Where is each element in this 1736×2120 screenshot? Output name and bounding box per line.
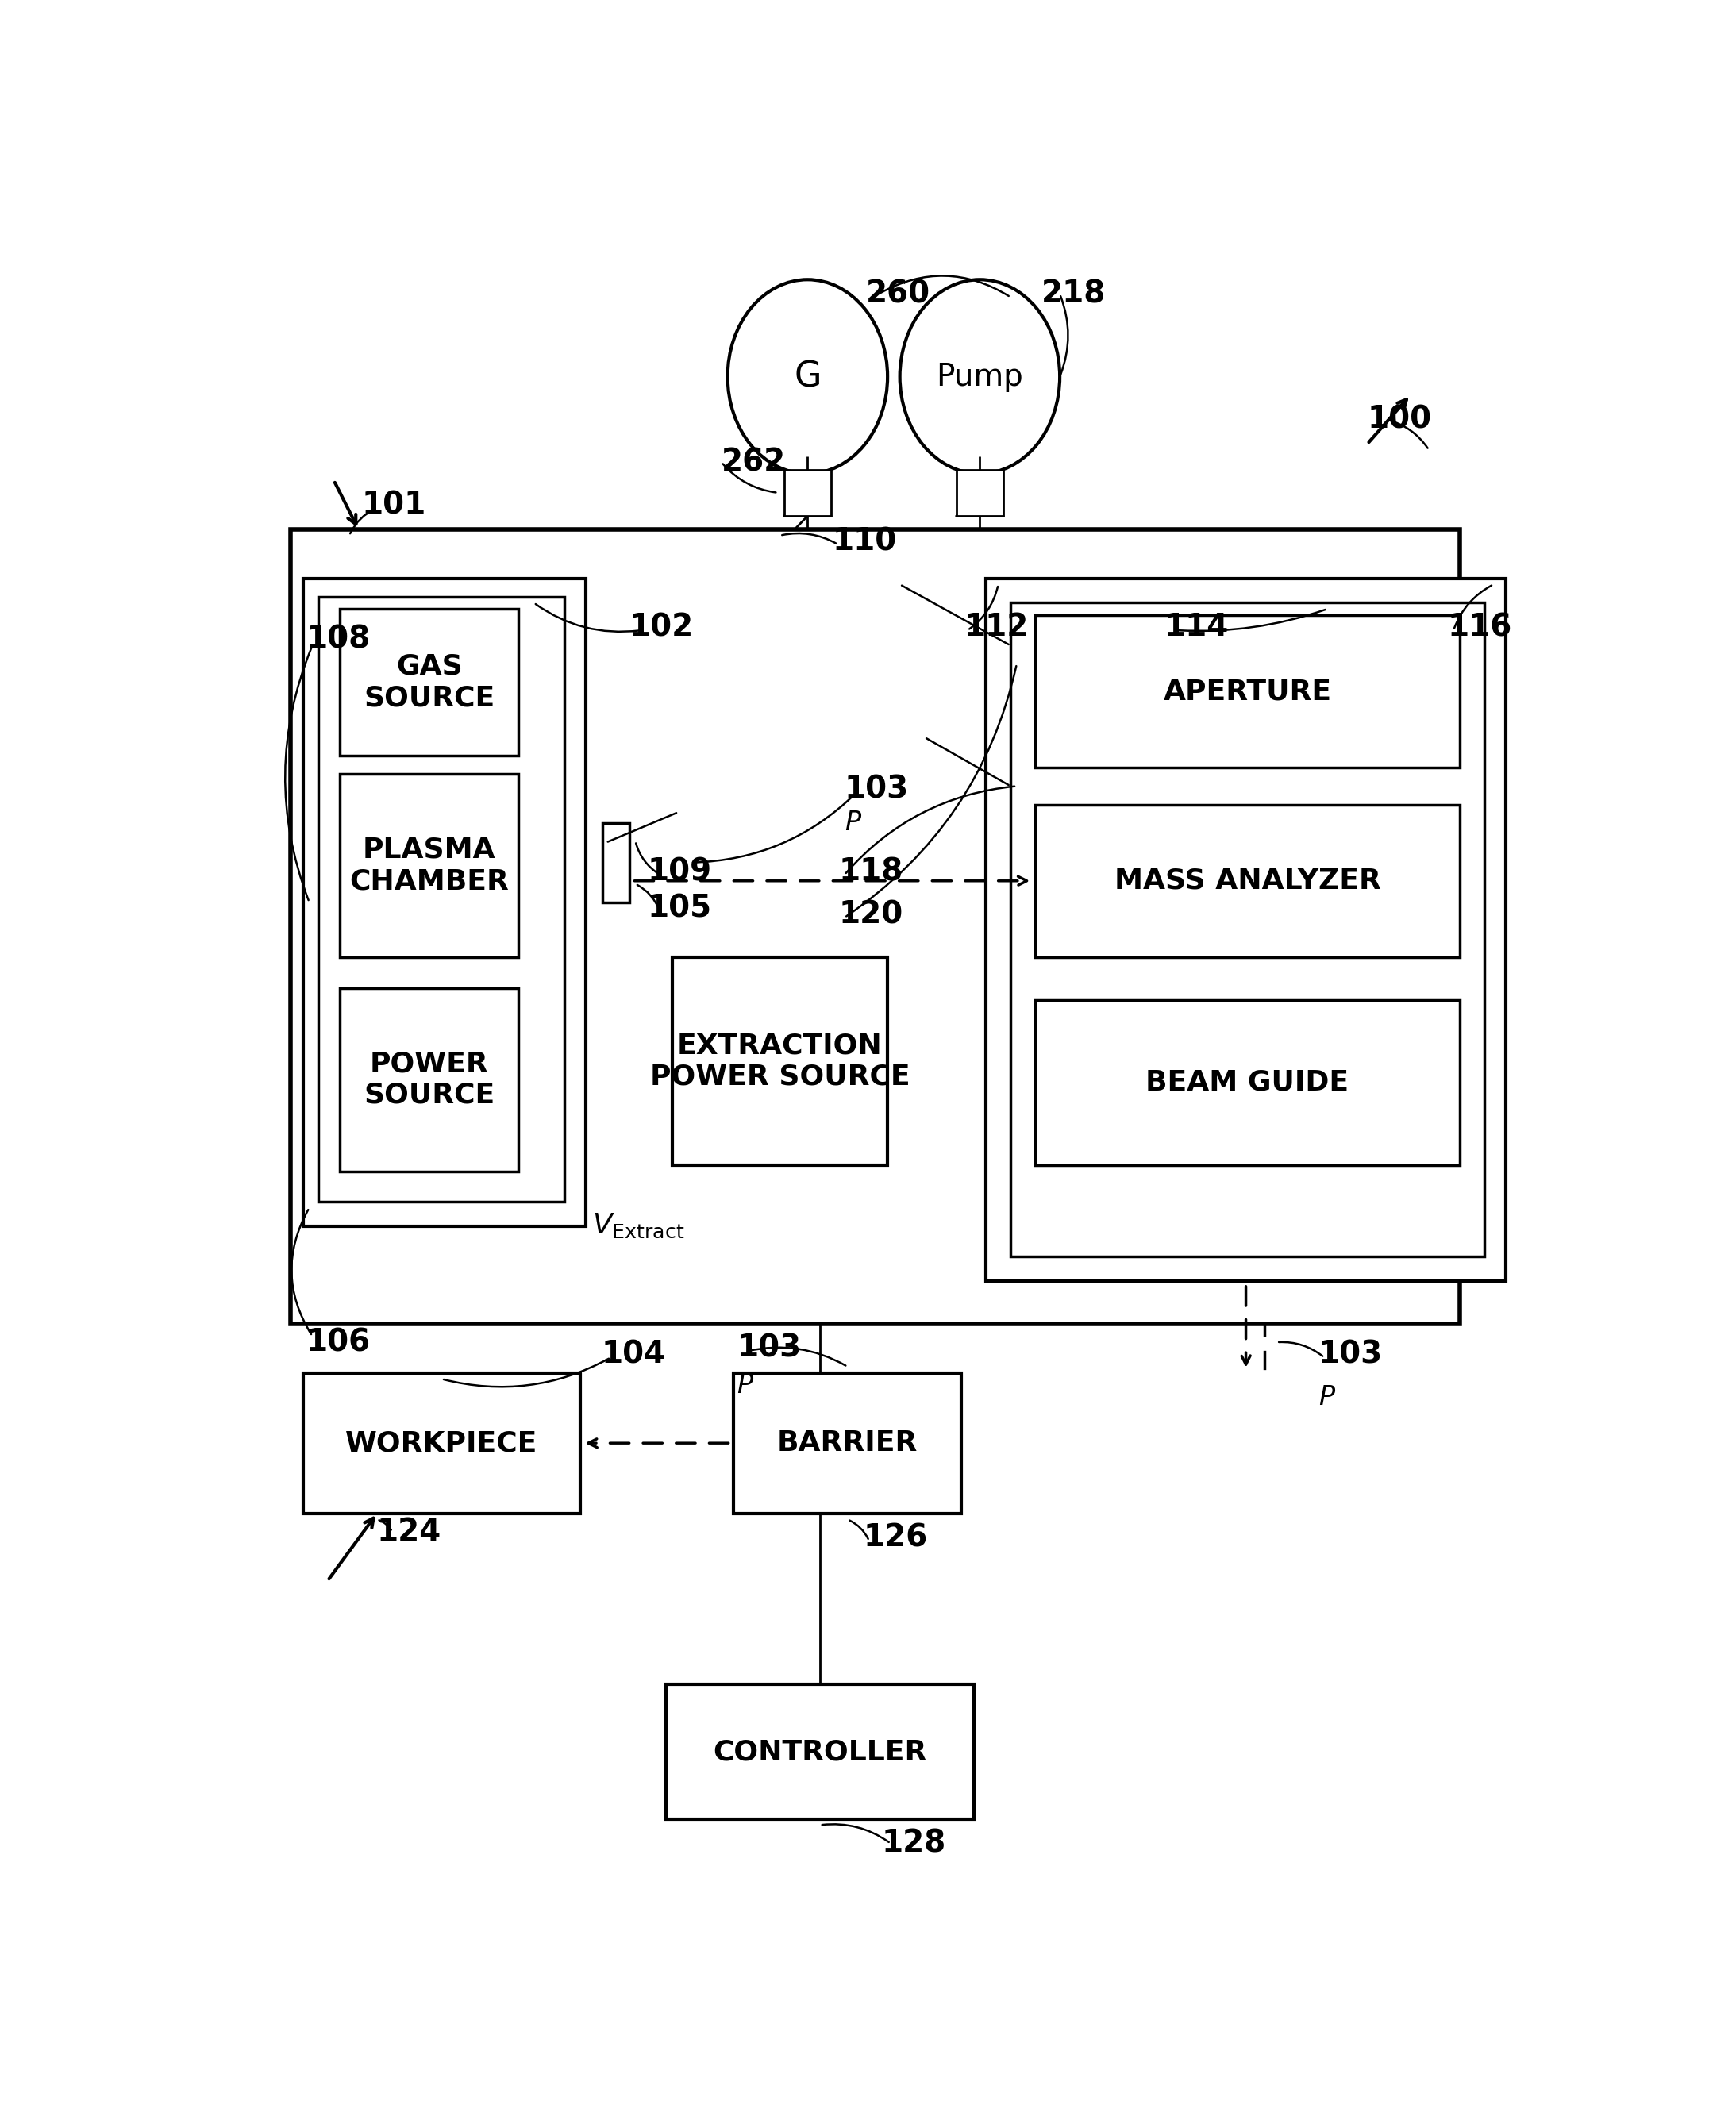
Bar <box>734 1374 962 1514</box>
Text: 116: 116 <box>1448 613 1512 642</box>
Bar <box>318 596 564 1202</box>
Text: 218: 218 <box>1042 280 1106 310</box>
Text: EXTRACTION
POWER SOURCE: EXTRACTION POWER SOURCE <box>649 1032 910 1090</box>
Text: 118: 118 <box>838 856 903 886</box>
Text: WORKPIECE: WORKPIECE <box>345 1429 538 1456</box>
Text: PLASMA
CHAMBER: PLASMA CHAMBER <box>349 837 509 895</box>
Text: 101: 101 <box>361 490 425 519</box>
Text: MASS ANALYZER: MASS ANALYZER <box>1115 867 1380 895</box>
Text: P: P <box>736 1372 753 1397</box>
Text: POWER
SOURCE: POWER SOURCE <box>363 1049 495 1109</box>
Bar <box>672 958 887 1166</box>
Text: 124: 124 <box>377 1516 441 1548</box>
Bar <box>304 579 587 1225</box>
Text: Pump: Pump <box>936 363 1024 392</box>
Text: APERTURE: APERTURE <box>1163 678 1332 704</box>
Bar <box>340 988 519 1170</box>
Bar <box>957 469 1003 515</box>
Text: 262: 262 <box>722 447 786 477</box>
Bar <box>986 579 1505 1280</box>
Text: 128: 128 <box>882 1827 946 1859</box>
Text: 108: 108 <box>306 625 370 655</box>
Text: 103: 103 <box>736 1333 802 1363</box>
Bar <box>292 530 1460 1323</box>
Text: CONTROLLER: CONTROLLER <box>713 1738 927 1766</box>
Bar <box>1035 615 1460 767</box>
Text: 260: 260 <box>866 280 930 310</box>
Text: 110: 110 <box>832 526 898 558</box>
Text: 120: 120 <box>838 899 903 929</box>
Bar <box>667 1685 974 1819</box>
Bar <box>304 1374 580 1514</box>
Text: 105: 105 <box>648 893 712 924</box>
Text: 112: 112 <box>965 613 1029 642</box>
Text: BEAM GUIDE: BEAM GUIDE <box>1146 1068 1349 1096</box>
Text: $V_{\mathrm{Extract}}$: $V_{\mathrm{Extract}}$ <box>592 1213 684 1240</box>
Text: 126: 126 <box>863 1522 927 1554</box>
Text: G: G <box>793 360 821 394</box>
Bar <box>602 823 628 903</box>
Text: 109: 109 <box>648 856 712 886</box>
Text: P: P <box>1318 1384 1335 1410</box>
Bar <box>1035 803 1460 958</box>
Text: 103: 103 <box>844 774 910 803</box>
Text: 102: 102 <box>628 613 694 642</box>
Text: BARRIER: BARRIER <box>778 1429 918 1456</box>
Bar <box>1010 602 1484 1257</box>
Text: 114: 114 <box>1165 613 1229 642</box>
Bar <box>340 774 519 958</box>
Bar <box>785 469 832 515</box>
Bar <box>340 608 519 755</box>
Text: 104: 104 <box>601 1340 667 1370</box>
Text: 103: 103 <box>1318 1340 1382 1370</box>
Text: GAS
SOURCE: GAS SOURCE <box>363 653 495 712</box>
Bar <box>1035 1001 1460 1166</box>
Text: 106: 106 <box>306 1327 370 1357</box>
Text: 100: 100 <box>1368 405 1432 435</box>
Text: P: P <box>844 810 861 835</box>
